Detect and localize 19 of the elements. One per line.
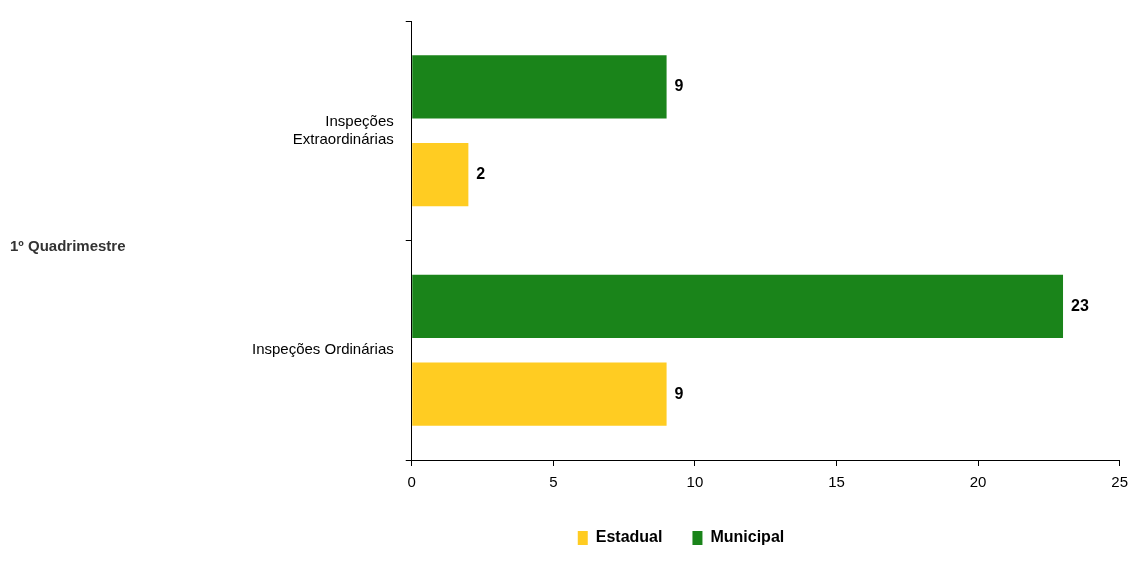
y-tick-label: Inspeções Extraordinárias: [292, 111, 394, 147]
text: 1º Quadrimestre: [10, 236, 126, 254]
x-tick-label: 10: [686, 473, 704, 491]
x-tick-label: 25: [1111, 473, 1128, 491]
bar: [412, 274, 1064, 338]
bar: [412, 55, 667, 119]
data-label: 23: [1071, 296, 1089, 314]
bar: [412, 143, 469, 207]
legend-label: Municipal: [710, 528, 785, 546]
x-tick-label: 15: [828, 473, 845, 491]
data-label: 9: [674, 384, 684, 402]
bar: [412, 362, 667, 426]
legend-label: Estadual: [595, 528, 663, 546]
y-tick-label: Inspeções Ordinárias: [251, 340, 394, 358]
data-label: 2: [476, 165, 486, 183]
x-tick-label: 0: [407, 473, 416, 491]
x-tick-label: 20: [969, 473, 987, 491]
x-tick-label: 5: [549, 473, 558, 491]
data-label: 9: [674, 77, 684, 95]
